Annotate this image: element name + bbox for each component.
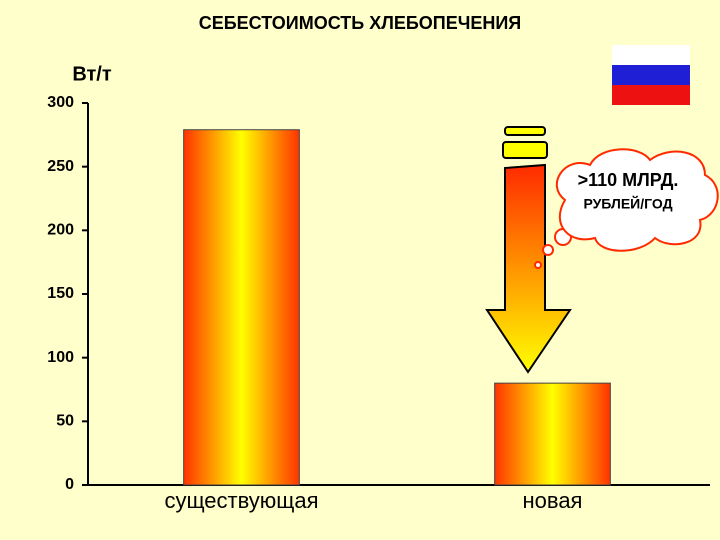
thought-cloud xyxy=(534,148,719,269)
y-tick-label: 300 xyxy=(47,94,74,111)
flag xyxy=(612,45,690,105)
bar xyxy=(183,129,300,486)
y-tick-label: 0 xyxy=(65,476,74,493)
x-tick-label: новая xyxy=(523,488,583,513)
y-tick-label: 50 xyxy=(56,413,74,430)
y-tick-label: 200 xyxy=(47,222,74,239)
annotation: >110 МЛРД. xyxy=(578,170,679,190)
y-tick-label: 100 xyxy=(47,349,74,366)
y-tick-label: 150 xyxy=(47,285,74,302)
chart-title: СЕБЕСТОИМОСТЬ ХЛЕБОПЕЧЕНИЯ xyxy=(199,13,522,33)
annotation: РУБЛЕЙ/ГОД xyxy=(583,195,672,212)
y-tick-label: 250 xyxy=(47,158,74,175)
bar xyxy=(494,382,611,486)
x-tick-label: существующая xyxy=(164,488,318,513)
arrow xyxy=(485,126,572,374)
y-axis-label: Вт/т xyxy=(72,63,112,85)
